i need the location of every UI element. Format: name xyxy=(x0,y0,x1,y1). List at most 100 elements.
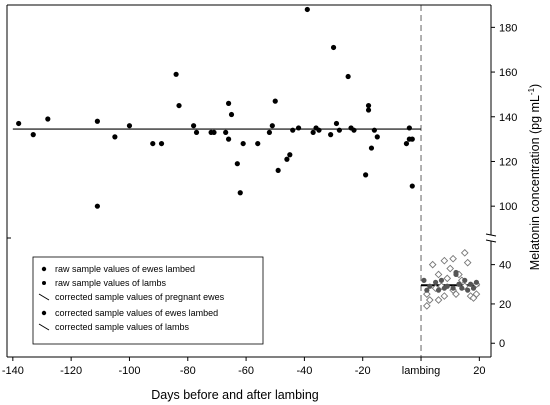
data-point xyxy=(336,127,342,133)
data-point xyxy=(443,274,452,283)
data-point xyxy=(191,123,197,129)
data-point xyxy=(272,98,278,104)
x-tick-label: lambing xyxy=(402,365,441,377)
data-point xyxy=(433,279,439,285)
data-point xyxy=(287,152,293,158)
data-point xyxy=(94,118,100,124)
data-point xyxy=(94,203,100,209)
legend-marker xyxy=(38,293,50,301)
data-point xyxy=(446,264,455,273)
data-point xyxy=(150,140,156,147)
data-point xyxy=(16,120,22,127)
y-axis-label-sup: -1 xyxy=(527,87,536,95)
x-tick-label: -140 xyxy=(2,365,24,377)
points-layer xyxy=(16,6,481,310)
x-tick-label: -120 xyxy=(60,365,82,377)
data-point xyxy=(211,129,217,136)
axes-layer: -140 -120 -100 -80 -60 -40 -20 lambing 20 100 120 1… xyxy=(2,4,517,377)
data-point xyxy=(237,190,243,196)
data-point xyxy=(295,125,302,131)
legend-entry: corrected sample values of pregnant ewes xyxy=(55,292,225,302)
data-point xyxy=(452,290,460,298)
y-tick-label: 0 xyxy=(499,338,505,350)
data-point xyxy=(403,140,410,147)
data-point xyxy=(406,125,412,131)
legend-marker xyxy=(41,266,47,272)
data-point xyxy=(310,129,316,136)
axis-break-mark-1 xyxy=(485,233,497,237)
data-point xyxy=(371,127,377,133)
legend-box xyxy=(32,256,264,345)
legend-marker xyxy=(42,281,46,285)
data-point xyxy=(365,102,372,109)
data-point xyxy=(440,292,449,300)
data-point xyxy=(269,123,275,129)
data-point xyxy=(423,290,431,298)
data-point xyxy=(368,145,375,151)
data-point xyxy=(374,134,380,140)
data-point xyxy=(328,132,334,138)
y-tick-label: 100 xyxy=(499,201,517,213)
data-point xyxy=(275,167,281,174)
data-point xyxy=(438,277,445,283)
data-point xyxy=(126,123,133,129)
data-point xyxy=(449,254,457,263)
data-point xyxy=(444,283,450,289)
legend-entry: corrected sample values of ewes lambed xyxy=(55,308,218,318)
y-tick-label: 180 xyxy=(499,22,517,34)
data-point xyxy=(427,283,433,289)
x-tick-label: -80 xyxy=(180,365,196,377)
data-point xyxy=(234,161,240,167)
data-point xyxy=(255,140,261,147)
data-point xyxy=(333,120,340,127)
y-tick-label: 20 xyxy=(499,299,511,311)
data-point xyxy=(463,258,472,267)
data-point xyxy=(316,127,322,133)
data-point xyxy=(193,129,200,136)
y-tick-label: 120 xyxy=(499,156,517,168)
data-point xyxy=(470,285,477,291)
data-point xyxy=(462,277,468,283)
data-point xyxy=(228,111,235,118)
data-point xyxy=(424,287,430,293)
x-tick-label: 20 xyxy=(473,365,485,377)
x-tick-label: -60 xyxy=(238,365,254,377)
data-point xyxy=(423,302,431,310)
legend: raw sample values of ewes lambed raw samp… xyxy=(32,256,264,345)
data-point xyxy=(363,172,369,178)
data-point xyxy=(225,100,232,106)
data-point xyxy=(173,71,179,77)
data-point xyxy=(240,140,246,147)
data-point xyxy=(158,140,165,147)
legend-entry: raw sample values of lambs xyxy=(55,278,167,288)
data-point xyxy=(434,270,443,279)
legend-marker xyxy=(38,323,50,331)
data-point xyxy=(284,156,290,162)
data-point xyxy=(290,127,296,133)
data-point xyxy=(266,129,273,136)
data-point xyxy=(435,287,442,293)
data-point xyxy=(453,271,459,278)
data-point xyxy=(465,287,471,293)
x-tick-label: -40 xyxy=(296,365,312,377)
data-point xyxy=(472,290,481,298)
y-tick-label: 140 xyxy=(499,112,517,124)
data-point xyxy=(473,279,480,285)
y-tick-label: 40 xyxy=(499,260,511,272)
data-point xyxy=(425,296,434,304)
data-point xyxy=(223,129,229,136)
data-point xyxy=(45,116,51,122)
data-point xyxy=(450,285,456,291)
data-point xyxy=(434,296,443,304)
y-axis-label-main: Melatonin concentration (pg mL xyxy=(528,95,542,270)
data-point xyxy=(428,260,437,269)
data-point xyxy=(409,136,415,142)
data-point xyxy=(459,285,465,291)
data-point xyxy=(225,136,232,142)
data-point xyxy=(330,44,337,51)
x-axis-label: Days before and after lambing xyxy=(151,388,319,402)
data-point xyxy=(176,102,182,109)
data-point xyxy=(304,6,310,13)
axis-break-mark-2 xyxy=(485,239,497,243)
data-point xyxy=(345,73,351,80)
